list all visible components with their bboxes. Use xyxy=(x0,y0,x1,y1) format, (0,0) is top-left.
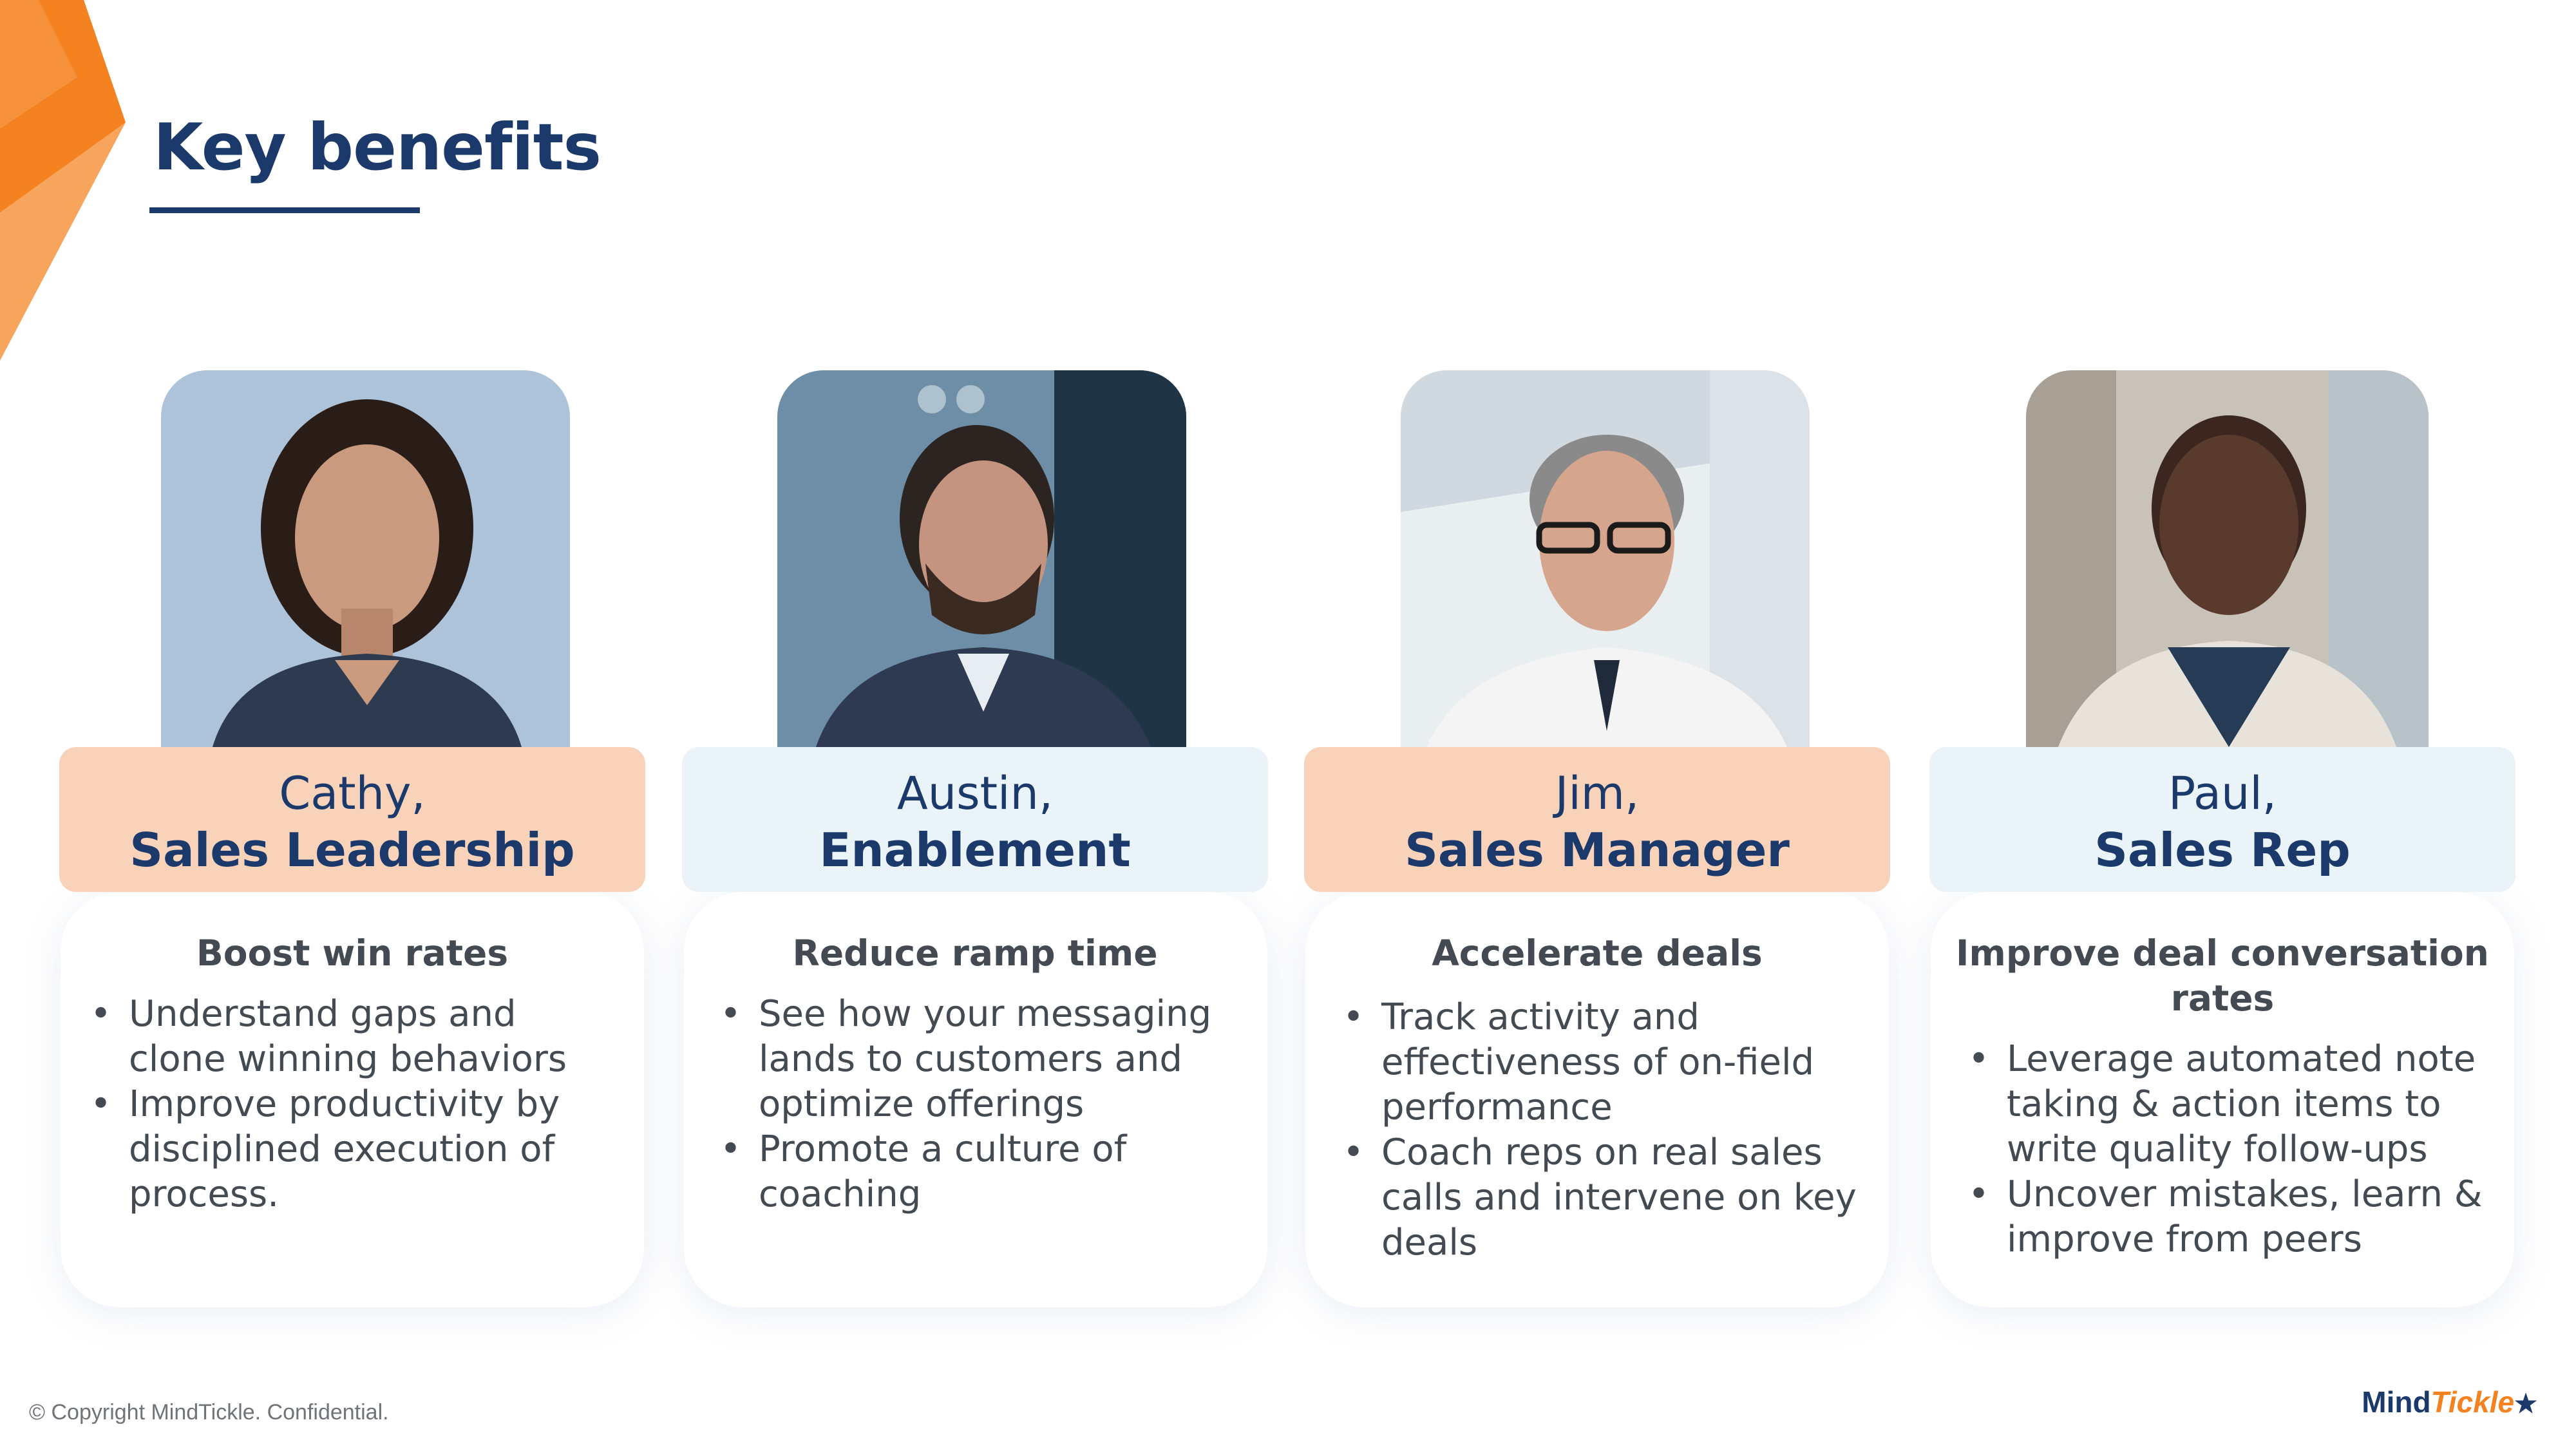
logo-star-icon: ★ xyxy=(2514,1390,2537,1418)
corner-accent-shape xyxy=(0,0,126,361)
logo-mind: Mind xyxy=(2362,1385,2431,1419)
persona-name: Jim, xyxy=(1555,767,1640,820)
benefit-item: Coach reps on real sales calls and inter… xyxy=(1343,1130,1858,1265)
persona-name: Cathy, xyxy=(279,767,426,820)
persona-namebox-1: Cathy, Sales Leadership xyxy=(59,747,645,892)
persona-photo-3 xyxy=(1401,370,1810,747)
benefit-title: Accelerate deals xyxy=(1432,933,1763,974)
mindtickle-logo: MindTickle★ xyxy=(2362,1385,2537,1419)
benefit-list: Track activity and effectiveness of on-f… xyxy=(1343,995,1858,1265)
benefit-item: Leverage automated note taking & action … xyxy=(1968,1037,2483,1172)
persona-photo-2 xyxy=(777,370,1186,747)
persona-role: Sales Rep xyxy=(2094,823,2351,877)
persona-namebox-3: Jim, Sales Manager xyxy=(1304,747,1890,892)
benefit-item: See how your messaging lands to customer… xyxy=(720,992,1235,1127)
benefit-item: Promote a culture of coaching xyxy=(720,1127,1235,1217)
benefit-list: Leverage automated note taking & action … xyxy=(1968,1037,2483,1262)
benefit-title: Reduce ramp time xyxy=(792,933,1158,974)
persona-photo-4 xyxy=(2026,370,2429,747)
benefit-item: Uncover mistakes, learn & improve from p… xyxy=(1968,1172,2483,1262)
persona-photo-1 xyxy=(161,370,570,747)
benefit-title: Boost win rates xyxy=(196,933,509,974)
benefit-list: See how your messaging lands to customer… xyxy=(720,992,1235,1217)
benefit-title: Improve deal conversation rates xyxy=(1956,933,2489,1019)
logo-tickle: Tickle xyxy=(2430,1385,2515,1419)
benefit-item: Understand gaps and clone winning behavi… xyxy=(90,992,605,1082)
persona-role: Enablement xyxy=(819,823,1131,877)
persona-role: Sales Leadership xyxy=(129,823,575,877)
persona-name: Paul, xyxy=(2168,767,2277,820)
page-title: Key benefits xyxy=(153,109,601,185)
title-underline xyxy=(149,207,420,213)
persona-role: Sales Manager xyxy=(1405,823,1790,877)
persona-name: Austin, xyxy=(896,767,1054,820)
persona-namebox-2: Austin, Enablement xyxy=(682,747,1268,892)
copyright-text: © Copyright MindTickle. Confidential. xyxy=(29,1400,389,1425)
benefit-item: Track activity and effectiveness of on-f… xyxy=(1343,995,1858,1130)
benefit-item: Improve productivity by disciplined exec… xyxy=(90,1082,605,1217)
benefit-list: Understand gaps and clone winning behavi… xyxy=(90,992,605,1217)
persona-namebox-4: Paul, Sales Rep xyxy=(1929,747,2515,892)
